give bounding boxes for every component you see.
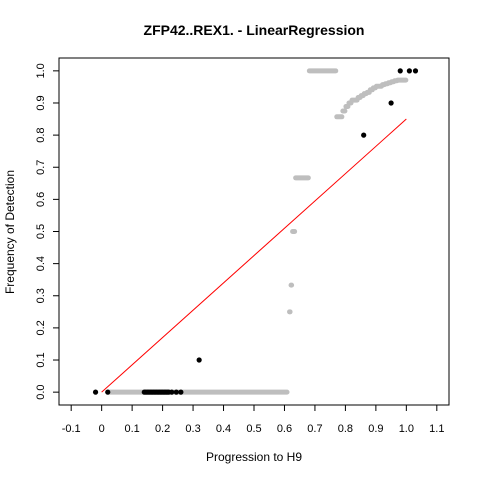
data-point xyxy=(406,68,412,74)
data-point xyxy=(388,100,394,106)
smoothed-point xyxy=(287,309,293,315)
regression-line xyxy=(101,118,407,393)
x-axis-title: Progression to H9 xyxy=(206,450,302,464)
smoothed-point xyxy=(306,68,339,74)
y-tick-label: 0.1 xyxy=(35,352,47,367)
y-tick-label: 0.3 xyxy=(35,288,47,303)
data-point xyxy=(92,389,99,395)
x-tick-label: 0.5 xyxy=(246,423,261,435)
data-point xyxy=(169,389,175,395)
observed-series xyxy=(92,68,419,395)
y-tick-label: 0.7 xyxy=(35,160,47,175)
x-tick-label: 0.6 xyxy=(277,423,292,435)
data-point xyxy=(196,357,202,363)
data-point xyxy=(173,389,179,395)
x-tick-label: 1.1 xyxy=(429,423,444,435)
data-point xyxy=(105,389,111,395)
y-tick-label: 0.0 xyxy=(35,384,47,399)
data-point xyxy=(412,68,419,74)
smoothed-series xyxy=(105,68,409,395)
data-point xyxy=(178,389,184,395)
x-axis: -0.1 0 0.1 0.2 0.3 0.4 0.5 0.6 0.7 0.8 0.9 1.0 1.1 xyxy=(62,405,444,435)
smoothed-point xyxy=(105,389,290,395)
smoothed-point xyxy=(334,114,345,120)
smoothed-point xyxy=(340,108,348,114)
data-point xyxy=(397,68,403,74)
chart-title: ZFP42..REX1. - LinearRegression xyxy=(144,22,365,38)
y-tick-label: 0.4 xyxy=(35,256,47,271)
x-tick-label: 0.3 xyxy=(185,423,200,435)
smoothed-point xyxy=(288,282,295,288)
y-tick-label: 0.5 xyxy=(35,224,47,239)
smoothed-point xyxy=(290,229,298,234)
x-tick-label: -0.1 xyxy=(62,423,81,435)
data-point xyxy=(361,132,367,138)
x-tick-label: 0.9 xyxy=(368,423,383,435)
x-tick-label: 0.1 xyxy=(124,423,139,435)
plot-frame xyxy=(58,57,450,406)
x-tick-label: 0 xyxy=(99,423,105,435)
y-tick-label: 0.6 xyxy=(35,192,47,207)
x-tick-label: 0.4 xyxy=(216,423,231,435)
y-tick-label: 0.9 xyxy=(35,95,47,110)
y-tick-label: 0.8 xyxy=(35,127,47,142)
y-axis-title: Frequency of Detection xyxy=(3,170,17,294)
x-tick-label: 1.0 xyxy=(399,423,414,435)
y-tick-label: 0.2 xyxy=(35,320,47,335)
regression-series xyxy=(101,118,407,393)
x-tick-label: 0.2 xyxy=(155,423,170,435)
x-tick-label: 0.7 xyxy=(307,423,322,435)
y-axis: 0.0 0.1 0.2 0.3 0.4 0.5 0.6 0.7 0.8 0.9 1.0 xyxy=(35,63,59,400)
smoothed-point xyxy=(395,77,409,83)
smoothed-point xyxy=(293,175,311,181)
x-tick-label: 0.8 xyxy=(338,423,353,435)
y-tick-label: 1.0 xyxy=(35,63,47,78)
